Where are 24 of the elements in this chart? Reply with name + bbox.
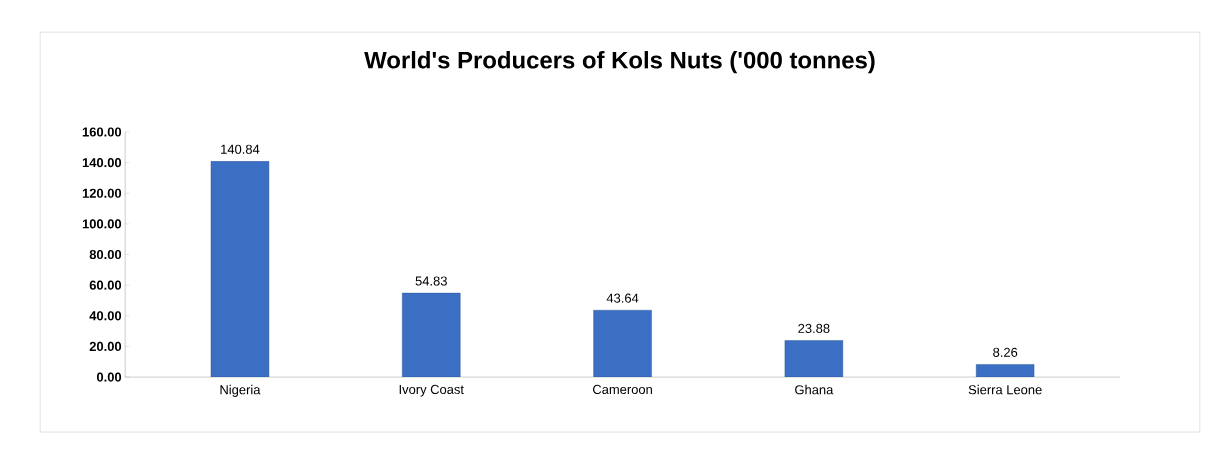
y-tick-label: 60.00 <box>89 280 122 290</box>
chart-title: World's Producers of Kols Nuts ('000 tonnes) <box>364 50 875 74</box>
data-label: 23.88 <box>798 323 830 333</box>
x-tick-label: Nigeria <box>220 384 261 397</box>
x-tick-label: Sierra Leone <box>968 384 1042 395</box>
y-tick-label: 80.00 <box>89 249 122 259</box>
x-tick-label: Ivory Coast <box>399 384 464 397</box>
bar <box>593 309 652 377</box>
x-tick-label: Ghana <box>795 384 834 395</box>
bar <box>784 340 844 377</box>
data-label: 8.26 <box>993 347 1018 357</box>
y-tick-label: 0.00 <box>96 372 122 382</box>
y-tick-label: 20.00 <box>89 341 122 351</box>
x-tick-label: Cameroon <box>593 384 652 394</box>
bar <box>210 161 270 377</box>
data-label: 43.64 <box>606 293 639 303</box>
y-tick-label: 140.00 <box>82 157 122 168</box>
data-label: 54.83 <box>415 276 447 286</box>
y-tick-label: 100.00 <box>82 219 122 229</box>
bar <box>402 292 461 377</box>
data-label: 140.84 <box>221 144 260 154</box>
y-tick-label: 160.00 <box>82 127 122 137</box>
y-tick-label: 120.00 <box>82 188 122 198</box>
y-tick-label: 40.00 <box>89 311 122 321</box>
